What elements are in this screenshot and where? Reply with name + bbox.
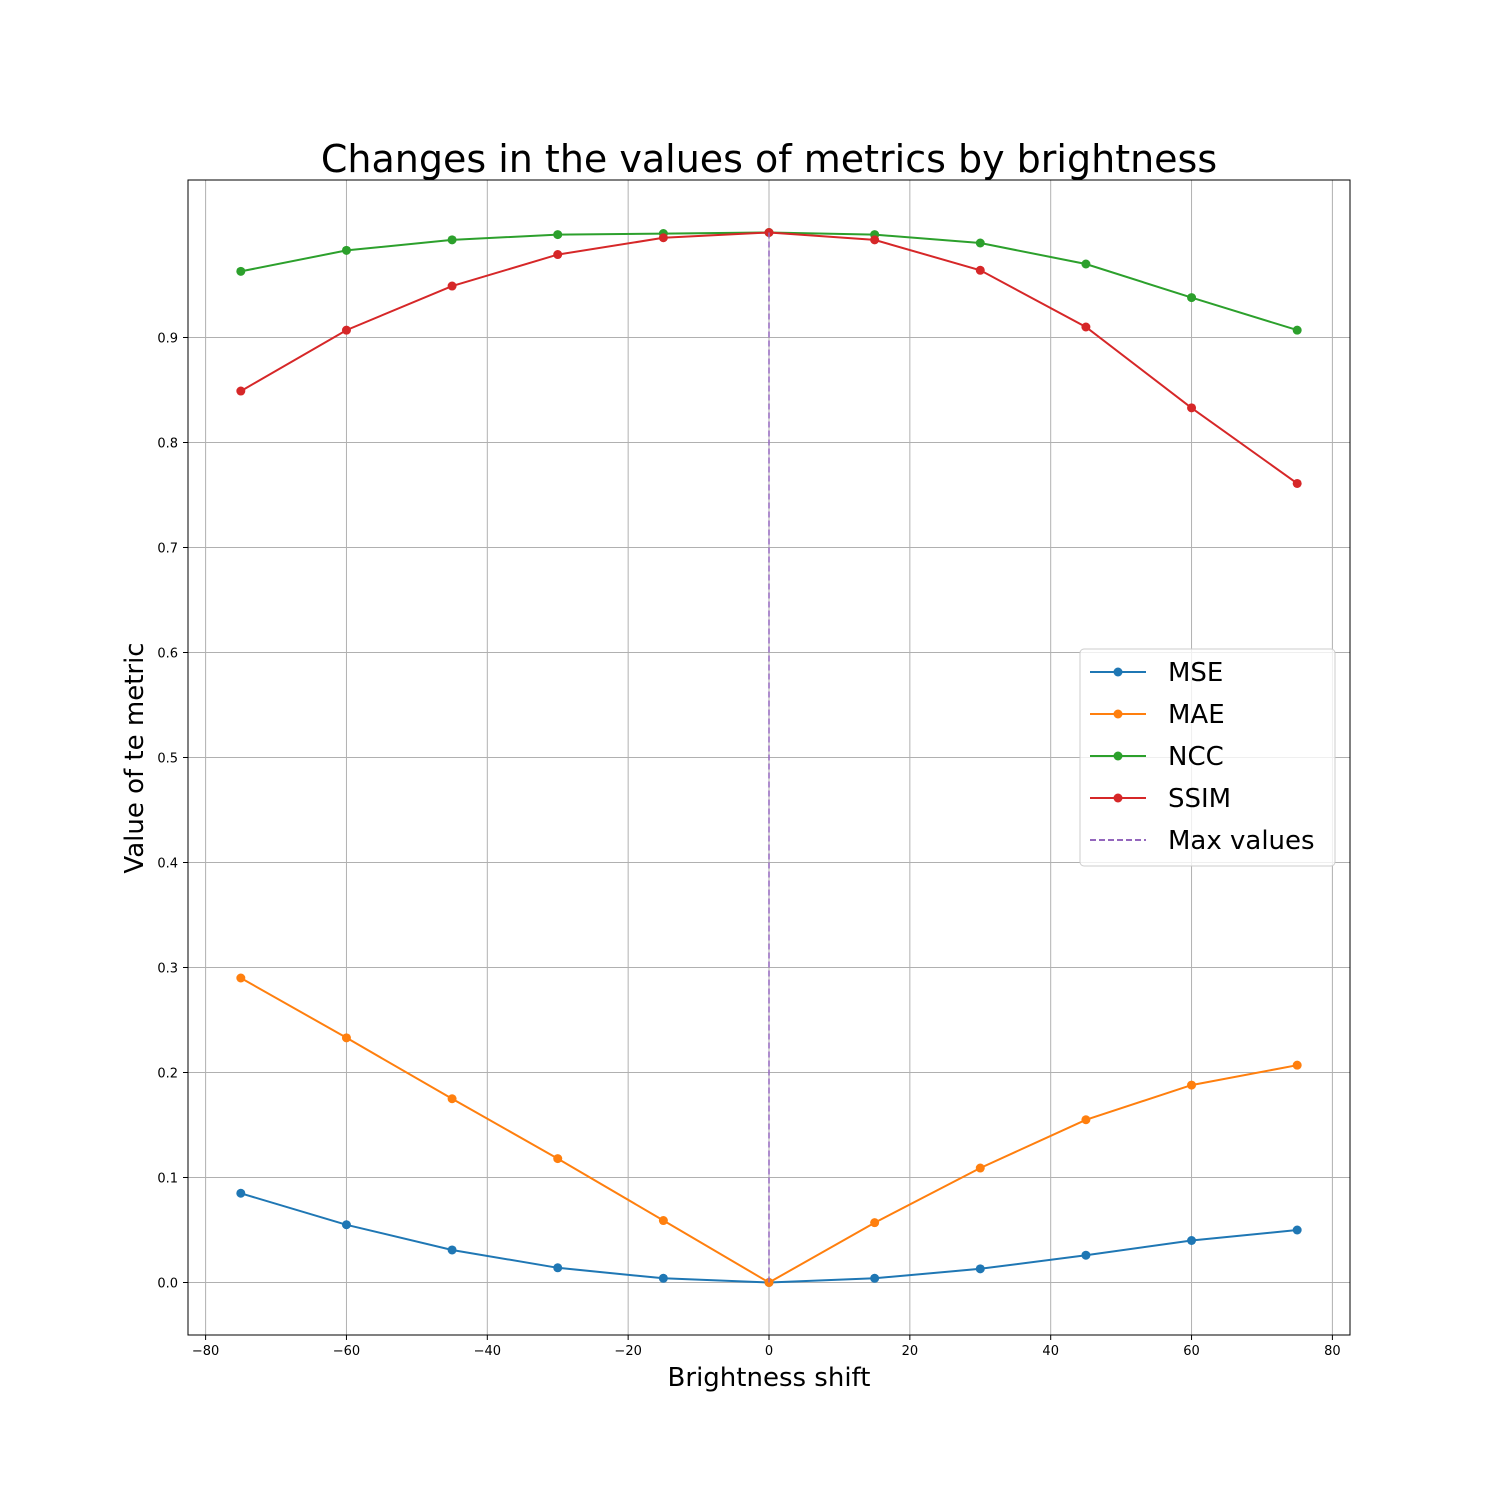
y-tick-label: 0.7 xyxy=(157,542,178,557)
y-tick-label: 0.1 xyxy=(157,1172,178,1187)
data-point-ssim xyxy=(1187,403,1197,413)
data-point-mse xyxy=(1081,1250,1091,1260)
data-point-mse xyxy=(1292,1225,1302,1235)
data-point-mse xyxy=(236,1188,246,1198)
y-axis-label: Value of te metric xyxy=(120,642,150,873)
data-point-ncc xyxy=(341,245,351,255)
data-point-mae xyxy=(870,1218,880,1228)
x-tick-label: 40 xyxy=(1042,1344,1059,1359)
data-point-ncc xyxy=(1292,325,1302,335)
data-point-mae xyxy=(1187,1080,1197,1090)
data-point-mse xyxy=(658,1273,668,1283)
chart-title: Changes in the values of metrics by brig… xyxy=(321,137,1217,181)
legend-marker-mse xyxy=(1113,667,1123,677)
data-point-ssim xyxy=(658,233,668,243)
data-point-mae xyxy=(975,1163,985,1173)
data-point-mae xyxy=(236,973,246,983)
data-point-mae xyxy=(447,1094,457,1104)
data-point-mse xyxy=(447,1245,457,1255)
data-point-mae xyxy=(658,1216,668,1226)
data-point-mse xyxy=(1187,1236,1197,1245)
data-point-ssim xyxy=(236,386,246,396)
data-point-ncc xyxy=(1081,259,1091,269)
data-point-ncc xyxy=(236,266,246,276)
data-point-ssim xyxy=(975,265,985,275)
y-tick-label: 0.2 xyxy=(157,1067,178,1082)
x-tick-label: −80 xyxy=(192,1344,219,1359)
y-tick-label: 0.5 xyxy=(157,752,178,767)
x-tick-label: 80 xyxy=(1324,1344,1341,1359)
x-tick-label: 0 xyxy=(765,1344,773,1359)
legend-label-ssim: SSIM xyxy=(1168,784,1231,814)
data-point-ssim xyxy=(447,281,457,291)
data-point-ncc xyxy=(553,230,563,240)
data-point-ssim xyxy=(870,235,880,245)
y-tick-label: 0.4 xyxy=(157,857,178,872)
data-point-ssim xyxy=(553,250,563,260)
data-point-mae xyxy=(553,1154,563,1164)
x-axis: −80 −60 −40 −20 0 20 40 60 80 xyxy=(192,1335,1341,1359)
x-tick-label: 60 xyxy=(1183,1344,1200,1359)
y-tick-label: 0.9 xyxy=(157,332,178,347)
data-point-ssim xyxy=(341,325,351,335)
data-point-ncc xyxy=(1187,293,1197,303)
legend-marker-ssim xyxy=(1113,793,1123,803)
x-axis-label: Brightness shift xyxy=(668,1363,871,1393)
legend: MSE MAE NCC SSIM Max values xyxy=(1079,648,1336,867)
y-axis: 0.0 0.1 0.2 0.3 0.4 0.5 0.6 0.7 0.8 0.9 xyxy=(157,332,188,1292)
data-point-mse xyxy=(553,1263,563,1273)
data-point-ncc xyxy=(975,238,985,248)
legend-label-mse: MSE xyxy=(1168,658,1223,688)
legend-marker-mae xyxy=(1113,709,1123,719)
legend-label-ncc: NCC xyxy=(1168,742,1224,772)
legend-marker-ncc xyxy=(1113,751,1123,761)
data-point-mae xyxy=(341,1033,351,1043)
x-tick-label: −20 xyxy=(614,1344,641,1359)
y-tick-label: 0.6 xyxy=(157,647,178,662)
plot-area xyxy=(236,228,1302,1287)
legend-box xyxy=(1079,648,1336,867)
x-tick-label: −60 xyxy=(333,1344,360,1359)
data-point-ncc xyxy=(447,235,457,245)
y-tick-label: 0.8 xyxy=(157,437,178,452)
data-point-mse xyxy=(975,1264,985,1274)
data-point-ssim xyxy=(1081,322,1091,332)
data-point-mse xyxy=(870,1273,880,1283)
legend-label-max-values: Max values xyxy=(1168,826,1315,856)
data-point-ssim xyxy=(1292,478,1302,488)
y-tick-label: 0.0 xyxy=(157,1277,178,1292)
data-point-mae xyxy=(1081,1115,1091,1125)
x-tick-label: −40 xyxy=(474,1344,501,1359)
data-point-mse xyxy=(341,1220,351,1230)
x-tick-label: 20 xyxy=(902,1344,919,1359)
data-point-mae xyxy=(1292,1060,1302,1070)
y-tick-label: 0.3 xyxy=(157,962,178,977)
legend-label-mae: MAE xyxy=(1168,700,1225,730)
